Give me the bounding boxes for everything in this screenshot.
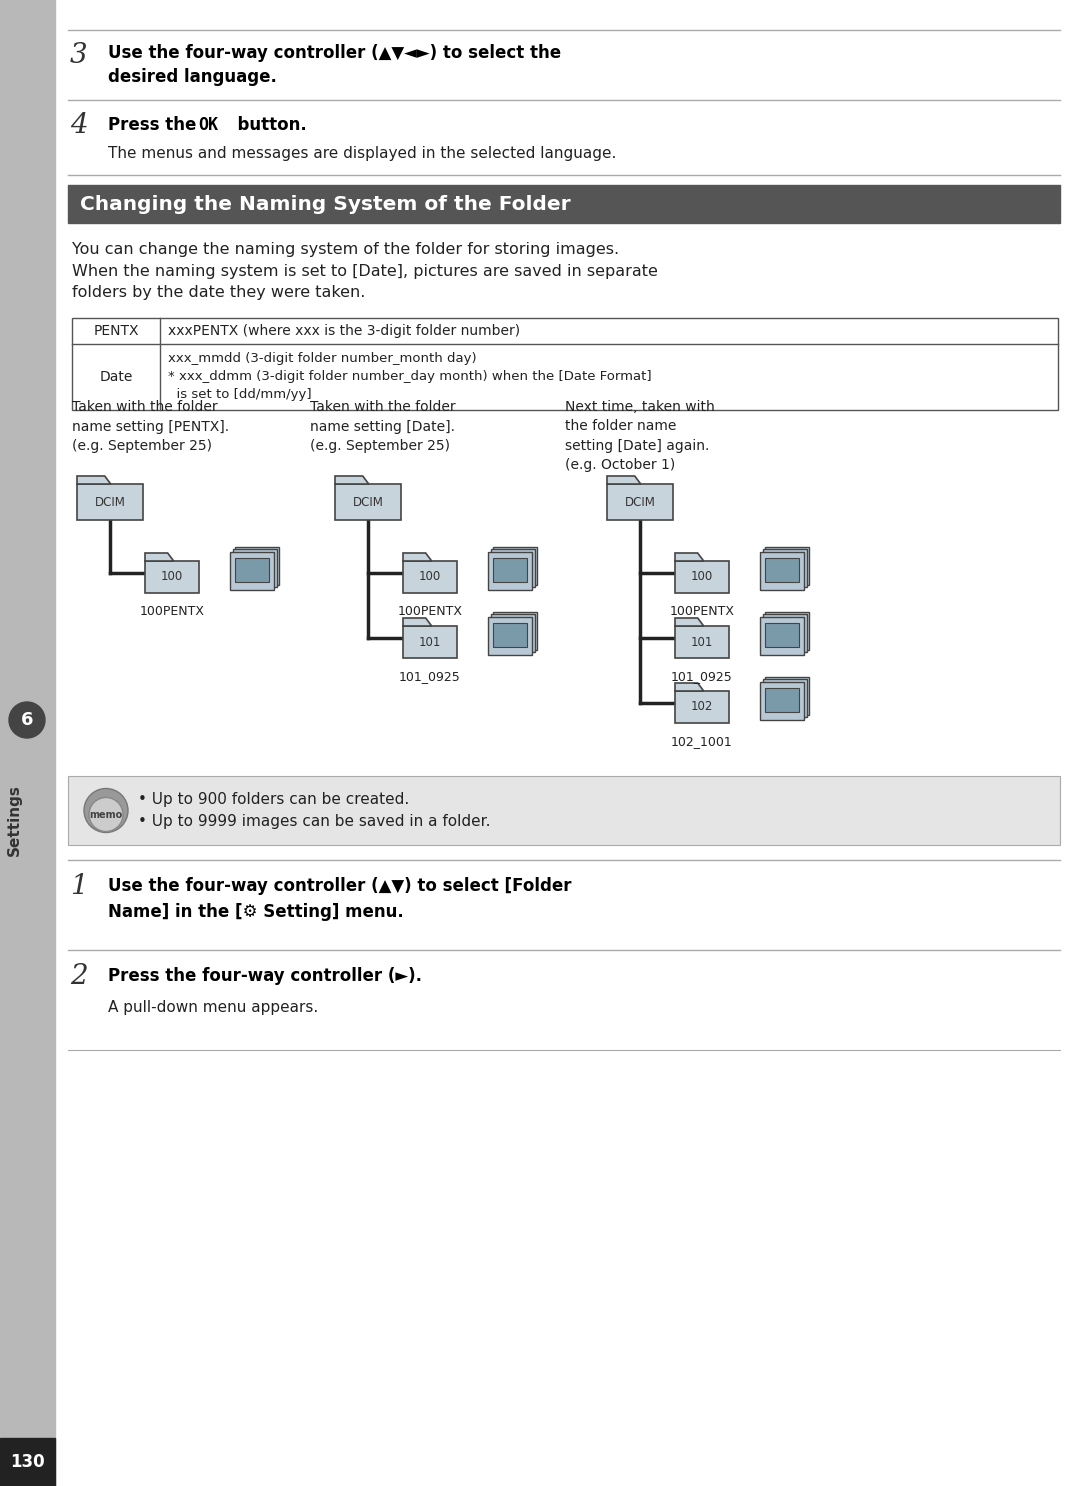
Text: 101_0925: 101_0925 (671, 670, 733, 684)
Text: 100: 100 (691, 571, 713, 584)
Polygon shape (335, 476, 368, 484)
Text: Settings: Settings (6, 785, 22, 856)
Text: DCIM: DCIM (352, 495, 383, 508)
Bar (607, 484, 673, 520)
Text: 100PENTX: 100PENTX (139, 605, 204, 618)
Polygon shape (403, 618, 432, 626)
Text: Next time, taken with
the folder name
setting [Date] again.
(e.g. October 1): Next time, taken with the folder name se… (565, 400, 715, 473)
Text: The menus and messages are displayed in the selected language.: The menus and messages are displayed in … (108, 146, 617, 160)
Text: 100: 100 (161, 571, 184, 584)
Bar (492, 559, 527, 583)
Text: Changing the Naming System of the Folder: Changing the Naming System of the Folder (80, 196, 570, 214)
Text: A pull-down menu appears.: A pull-down menu appears. (108, 1000, 319, 1015)
Text: • Up to 9999 images can be saved in a folder.: • Up to 9999 images can be saved in a fo… (138, 814, 490, 829)
Polygon shape (403, 553, 432, 562)
Bar (760, 551, 804, 590)
Text: DCIM: DCIM (624, 495, 656, 508)
Text: xxxPENTX (where xxx is the 3-digit folder number): xxxPENTX (where xxx is the 3-digit folde… (168, 324, 521, 337)
Bar (72, 318, 1058, 410)
Text: Press the four-way controller (►).: Press the four-way controller (►). (108, 967, 422, 985)
Polygon shape (145, 553, 174, 562)
Text: 101_0925: 101_0925 (400, 670, 461, 684)
Text: 101: 101 (691, 636, 713, 648)
Bar (675, 562, 729, 593)
Polygon shape (675, 684, 704, 691)
Text: xxx_mmdd (3-digit folder number_month day): xxx_mmdd (3-digit folder number_month da… (168, 352, 476, 366)
Bar (762, 679, 807, 718)
Text: is set to [dd/mm/yy]: is set to [dd/mm/yy] (168, 388, 312, 401)
Bar (488, 617, 532, 655)
Text: OK: OK (198, 116, 218, 134)
Text: Press the: Press the (108, 116, 202, 134)
Text: desired language.: desired language. (108, 68, 276, 86)
Bar (762, 548, 807, 587)
Bar (492, 612, 537, 649)
Bar (760, 682, 804, 721)
Polygon shape (607, 476, 640, 484)
Bar (0, 1438, 55, 1486)
Text: PENTX: PENTX (93, 324, 138, 337)
Bar (765, 612, 809, 649)
Bar (492, 547, 537, 585)
Bar (762, 614, 807, 652)
Polygon shape (675, 553, 704, 562)
Bar (675, 691, 729, 724)
Bar (77, 484, 143, 520)
Bar (145, 562, 199, 593)
Text: 3: 3 (70, 42, 87, 68)
Circle shape (84, 789, 129, 832)
Polygon shape (77, 476, 111, 484)
Text: 100PENTX: 100PENTX (670, 605, 734, 618)
Bar (235, 547, 279, 585)
Text: Date: Date (99, 370, 133, 383)
Bar (491, 548, 535, 587)
Text: 130: 130 (10, 1453, 44, 1471)
Bar (68, 184, 1059, 223)
Bar (403, 626, 457, 658)
Text: memo: memo (90, 810, 123, 819)
Bar (235, 559, 269, 583)
Text: * xxx_ddmm (3-digit folder number_day month) when the [Date Format]: * xxx_ddmm (3-digit folder number_day mo… (168, 370, 651, 383)
Text: Use the four-way controller (▲▼) to select [Folder
Name] in the [⚙ Setting] menu: Use the four-way controller (▲▼) to sele… (108, 877, 571, 921)
Text: 4: 4 (70, 111, 87, 140)
Text: Taken with the folder
name setting [PENTX].
(e.g. September 25): Taken with the folder name setting [PENT… (72, 400, 229, 453)
Bar (492, 623, 527, 646)
Bar (491, 614, 535, 652)
Text: 2: 2 (70, 963, 87, 990)
Bar (233, 548, 276, 587)
Text: You can change the naming system of the folder for storing images.
When the nami: You can change the naming system of the … (72, 242, 658, 300)
Bar (765, 678, 809, 715)
Text: Use the four-way controller (▲▼◄►) to select the: Use the four-way controller (▲▼◄►) to se… (108, 45, 562, 62)
Bar (765, 559, 799, 583)
Text: 101: 101 (419, 636, 442, 648)
Text: 100PENTX: 100PENTX (397, 605, 462, 618)
Text: • Up to 900 folders can be created.: • Up to 900 folders can be created. (138, 792, 409, 807)
Bar (760, 617, 804, 655)
Bar (765, 547, 809, 585)
Text: 1: 1 (70, 872, 87, 901)
Text: button.: button. (226, 116, 307, 134)
Bar (765, 623, 799, 646)
Circle shape (89, 798, 123, 832)
Circle shape (9, 701, 45, 739)
Bar (765, 688, 799, 712)
Bar (230, 551, 274, 590)
Bar (68, 776, 1059, 846)
Bar (403, 562, 457, 593)
Text: 102_1001: 102_1001 (671, 736, 733, 747)
Text: 102: 102 (691, 700, 713, 713)
Polygon shape (675, 618, 704, 626)
Bar (488, 551, 532, 590)
Text: Taken with the folder
name setting [Date].
(e.g. September 25): Taken with the folder name setting [Date… (310, 400, 456, 453)
Text: 100: 100 (419, 571, 441, 584)
Text: 6: 6 (21, 710, 33, 730)
Bar (675, 626, 729, 658)
Bar (0, 0, 55, 1486)
Text: DCIM: DCIM (95, 495, 125, 508)
Bar (335, 484, 401, 520)
